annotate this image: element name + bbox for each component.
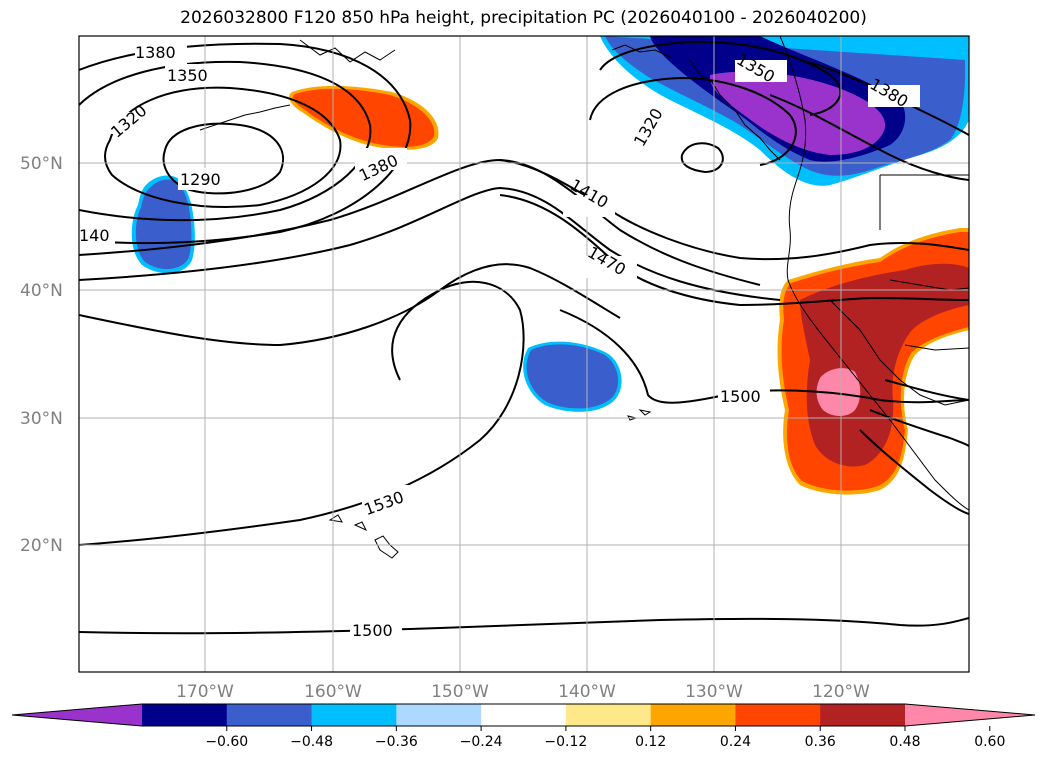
lon-label: 160°W — [304, 682, 362, 702]
colorbar-tick-label: 0.12 — [635, 734, 666, 750]
map-title: 2026032800 F120 850 hPa height, precipit… — [180, 8, 867, 28]
lon-label: 130°W — [685, 682, 743, 702]
contour-label: 1500 — [352, 621, 393, 640]
colorbar-segment — [142, 704, 228, 726]
lat-label: 40°N — [20, 281, 63, 301]
colorbar-segment — [226, 704, 313, 726]
colorbar-outline — [11, 703, 1036, 727]
map-frame — [78, 35, 970, 673]
longitude-labels: 170°W 160°W 150°W 140°W 130°W 120°W — [176, 682, 870, 702]
lon-label: 120°W — [812, 682, 870, 702]
colorbar-segment — [481, 704, 567, 726]
colorbar-tick-label: 0.24 — [720, 734, 751, 750]
colorbar-tick-label: −0.12 — [544, 734, 587, 750]
colorbar-segment — [820, 704, 906, 726]
precip-positive-alaska — [289, 85, 439, 150]
colorbar: −0.60 −0.48 −0.36 −0.24 −0.12 0.12 0.24 0.36 0.4… — [11, 703, 1036, 750]
colorbar-tick-label: 0.60 — [974, 734, 1005, 750]
lat-label: 20°N — [20, 536, 63, 556]
contour-label: 1290 — [180, 170, 221, 189]
precip-negative-midpacific — [523, 341, 622, 412]
lat-label: 30°N — [20, 409, 63, 429]
colorbar-tick-label: −0.24 — [460, 734, 503, 750]
graticule — [79, 36, 969, 672]
colorbar-tick-label: −0.48 — [290, 734, 333, 750]
lon-label: 140°W — [558, 682, 616, 702]
colorbar-tick-label: 0.48 — [889, 734, 920, 750]
colorbar-extend-high — [905, 704, 1035, 726]
colorbar-tick-label: 0.36 — [805, 734, 836, 750]
height-contours — [79, 40, 969, 635]
lon-label: 170°W — [176, 682, 234, 702]
colorbar-extend-low — [12, 704, 142, 726]
colorbar-tick-label: −0.36 — [375, 734, 418, 750]
latitude-labels: 50°N 40°N 30°N 20°N — [20, 154, 63, 556]
coastlines — [199, 36, 969, 559]
colorbar-segment — [650, 704, 736, 726]
lon-label: 150°W — [431, 682, 489, 702]
colorbar-segment — [311, 704, 397, 726]
contour-label: 140 — [79, 226, 110, 245]
colorbar-segment — [396, 704, 482, 726]
colorbar-tick-label: −0.60 — [205, 734, 248, 750]
lat-label: 50°N — [20, 154, 63, 174]
contour-label: 1350 — [167, 66, 208, 85]
colorbar-segment — [735, 704, 821, 726]
contour-label: 1380 — [135, 43, 176, 62]
contour-label: 1500 — [720, 387, 761, 406]
colorbar-segment — [565, 704, 652, 726]
